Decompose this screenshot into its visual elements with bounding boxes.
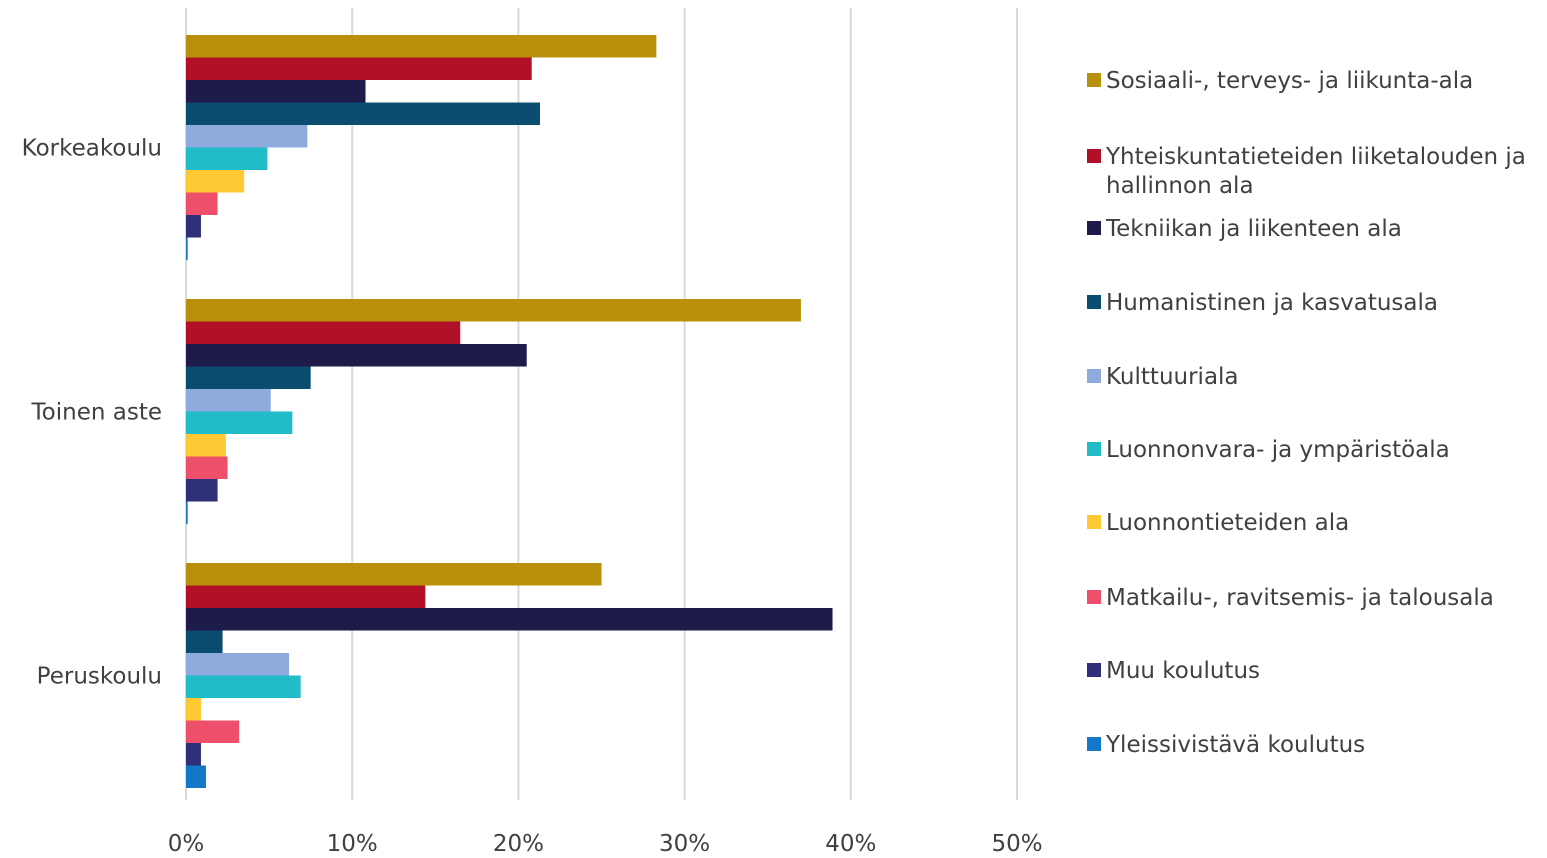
bar-2-3 [186, 344, 527, 367]
bar-2-4 [186, 366, 311, 389]
legend-label: Luonnonvara- ja ympäristöala [1106, 437, 1450, 463]
legend-label: Luonnontieteiden ala [1106, 510, 1349, 536]
legend-swatch [1087, 590, 1101, 604]
legend-label: Kulttuuriala [1106, 364, 1239, 390]
legend-label: Humanistinen ja kasvatusala [1106, 290, 1438, 316]
bar-2-6 [186, 411, 293, 434]
bar-1-5 [186, 125, 308, 148]
legend-label: Yleissivistävä koulutus [1105, 732, 1365, 758]
bar-3-10 [186, 765, 206, 788]
bar-2-1 [186, 299, 801, 322]
category-label: Peruskoulu [37, 664, 162, 690]
bar-1-8 [186, 192, 218, 215]
bar-1-10 [186, 237, 188, 260]
bar-3-4 [186, 630, 223, 653]
bar-3-9 [186, 743, 201, 766]
x-axis-tick-labels: 0% 10% 20% 30% 40% 50% [168, 831, 1043, 857]
bar-1-3 [186, 80, 366, 103]
legend-swatch [1087, 737, 1101, 751]
bar-1-4 [186, 102, 541, 125]
gridlines [185, 8, 1018, 800]
bar-3-6 [186, 675, 301, 698]
x-tick-label: 50% [991, 831, 1042, 857]
bar-1-6 [186, 147, 268, 170]
legend-label: Sosiaali-, terveys- ja liikunta-ala [1106, 68, 1473, 94]
bar-3-2 [186, 585, 426, 608]
legend-label: Yhteiskuntatieteiden liiketalouden ja hal… [1105, 144, 1526, 199]
legend-swatch [1087, 149, 1101, 163]
category-label: Korkeakoulu [22, 136, 162, 162]
legend-swatch [1087, 663, 1101, 677]
legend: Sosiaali-, terveys- ja liikunta-ala Yhtei… [1087, 68, 1526, 758]
bar-3-1 [186, 563, 602, 586]
legend-swatch [1087, 442, 1101, 456]
bar-2-2 [186, 321, 461, 344]
x-tick-label: 20% [493, 831, 544, 857]
bar-1-2 [186, 57, 532, 80]
bar-1-1 [186, 35, 657, 58]
category-label: Toinen aste [31, 400, 162, 426]
bar-3-7 [186, 698, 201, 721]
legend-swatch [1087, 221, 1101, 235]
bar-2-9 [186, 479, 218, 502]
legend-swatch [1087, 369, 1101, 383]
bar-2-10 [186, 501, 188, 524]
bars [186, 35, 833, 788]
legend-label: Matkailu-, ravitsemis- ja talousala [1106, 585, 1494, 611]
bar-2-7 [186, 434, 226, 457]
x-tick-label: 10% [327, 831, 378, 857]
bar-3-5 [186, 653, 290, 676]
bar-2-5 [186, 389, 271, 412]
legend-swatch [1087, 295, 1101, 309]
x-tick-label: 30% [659, 831, 710, 857]
legend-swatch [1087, 73, 1101, 87]
bar-3-3 [186, 608, 833, 631]
bar-3-8 [186, 720, 240, 743]
x-tick-label: 0% [168, 831, 205, 857]
bar-1-7 [186, 170, 245, 193]
legend-swatch [1087, 515, 1101, 529]
legend-label: Tekniikan ja liikenteen ala [1105, 216, 1402, 242]
legend-label: Muu koulutus [1106, 658, 1260, 684]
bar-1-9 [186, 215, 201, 238]
x-tick-label: 40% [825, 831, 876, 857]
bar-2-8 [186, 456, 228, 479]
category-labels: Korkeakoulu Toinen aste Peruskoulu [22, 136, 162, 690]
